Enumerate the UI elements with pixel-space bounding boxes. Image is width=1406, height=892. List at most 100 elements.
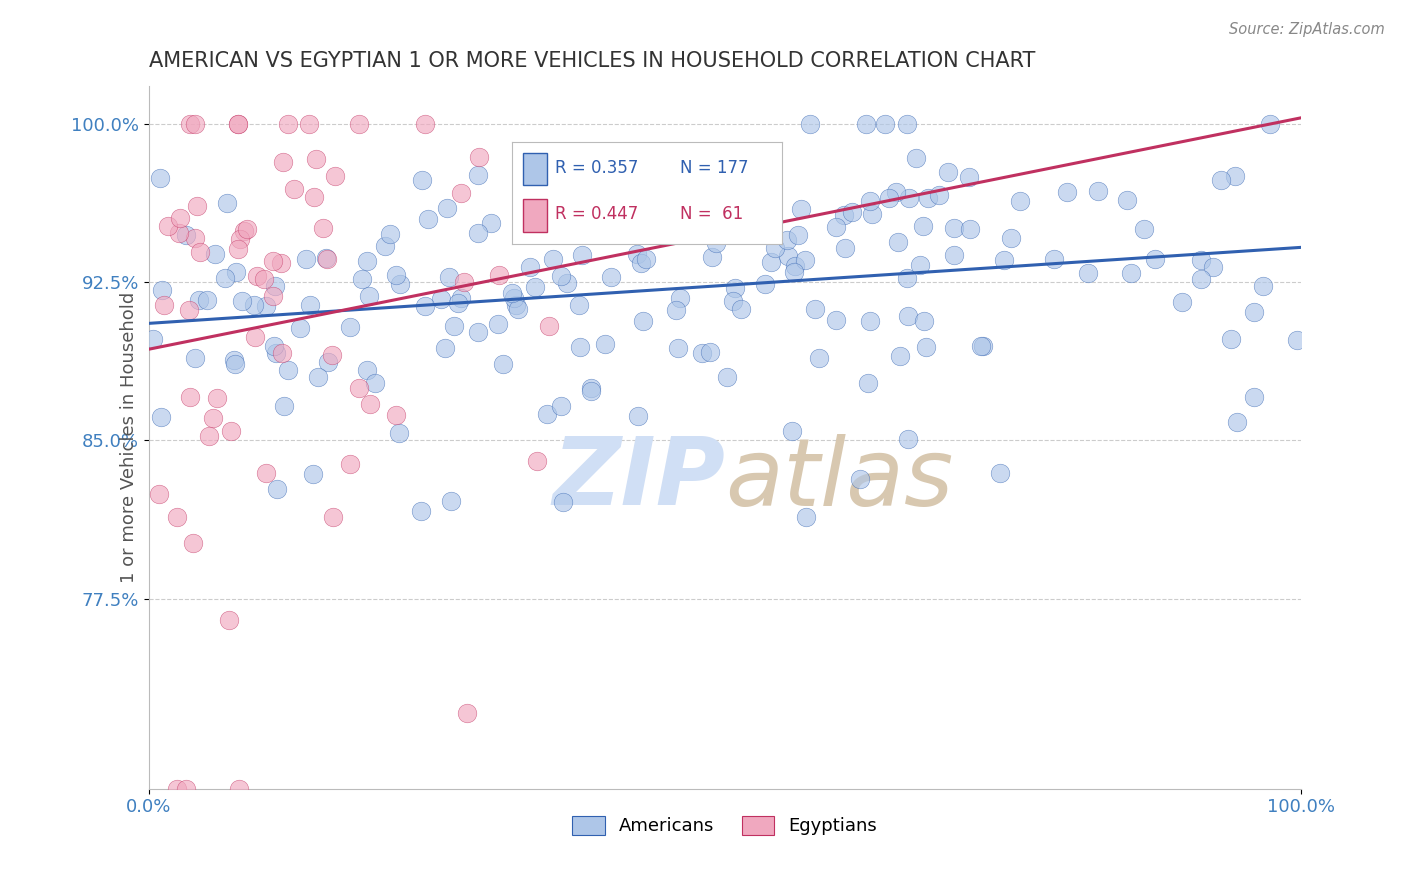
- Point: [385, 268, 408, 282]
- Point: [266, 482, 288, 496]
- Point: [783, 265, 806, 279]
- Point: [301, 467, 323, 482]
- Point: [685, 196, 707, 211]
- Point: [440, 494, 463, 508]
- Point: [1077, 266, 1099, 280]
- Point: [585, 210, 607, 224]
- Point: [856, 376, 879, 391]
- Point: [970, 339, 993, 353]
- Point: [217, 195, 239, 210]
- Y-axis label: 1 or more Vehicles in Household: 1 or more Vehicles in Household: [120, 292, 138, 583]
- Point: [723, 281, 745, 295]
- Point: [972, 339, 994, 353]
- Text: atlas: atlas: [725, 434, 953, 525]
- Point: [195, 293, 218, 308]
- Point: [339, 319, 361, 334]
- Point: [593, 336, 616, 351]
- Point: [908, 258, 931, 272]
- Point: [364, 376, 387, 391]
- Point: [219, 424, 242, 438]
- Point: [716, 370, 738, 384]
- Point: [631, 314, 654, 328]
- Point: [502, 291, 524, 305]
- Point: [550, 268, 572, 283]
- Point: [443, 319, 465, 334]
- Point: [1116, 193, 1139, 207]
- Point: [409, 504, 432, 518]
- Point: [550, 399, 572, 413]
- Point: [263, 278, 285, 293]
- Point: [273, 399, 295, 413]
- Point: [568, 298, 591, 312]
- Point: [889, 349, 911, 363]
- Point: [467, 227, 489, 241]
- Point: [630, 256, 652, 270]
- Point: [298, 297, 321, 311]
- Point: [179, 302, 201, 317]
- Point: [562, 157, 585, 171]
- Point: [437, 270, 460, 285]
- Point: [512, 167, 534, 181]
- Point: [277, 363, 299, 377]
- Point: [690, 346, 713, 360]
- Point: [166, 781, 188, 796]
- Point: [339, 457, 361, 471]
- Point: [904, 151, 927, 165]
- Point: [323, 169, 346, 183]
- Point: [1000, 231, 1022, 245]
- Point: [519, 260, 541, 275]
- Point: [794, 252, 817, 267]
- Point: [479, 216, 502, 230]
- Point: [283, 182, 305, 196]
- Point: [1132, 221, 1154, 235]
- Point: [307, 369, 329, 384]
- Point: [179, 390, 201, 404]
- Point: [884, 186, 907, 200]
- Point: [416, 212, 439, 227]
- Point: [186, 199, 208, 213]
- Point: [167, 226, 190, 240]
- Point: [849, 472, 872, 486]
- Point: [224, 357, 246, 371]
- Point: [526, 181, 548, 195]
- Point: [825, 219, 848, 234]
- Point: [233, 224, 256, 238]
- Point: [873, 117, 896, 131]
- Point: [1251, 278, 1274, 293]
- Point: [214, 270, 236, 285]
- Legend: Americans, Egyptians: Americans, Egyptians: [565, 809, 884, 843]
- Point: [1285, 334, 1308, 348]
- Point: [231, 294, 253, 309]
- Point: [305, 153, 328, 167]
- Point: [1189, 253, 1212, 268]
- Point: [938, 165, 960, 179]
- Point: [754, 277, 776, 291]
- Point: [456, 706, 478, 721]
- Point: [897, 310, 920, 324]
- Point: [243, 330, 266, 344]
- Point: [153, 298, 176, 312]
- Point: [794, 510, 817, 524]
- Point: [415, 300, 437, 314]
- Point: [896, 432, 918, 446]
- Point: [599, 270, 621, 285]
- Point: [302, 190, 325, 204]
- Point: [226, 242, 249, 256]
- Point: [270, 345, 292, 359]
- Point: [524, 280, 547, 294]
- Point: [898, 191, 921, 205]
- Point: [184, 351, 207, 365]
- Point: [263, 339, 285, 353]
- Point: [506, 302, 529, 317]
- Point: [704, 235, 727, 250]
- Point: [225, 265, 247, 279]
- Point: [492, 357, 515, 371]
- Point: [603, 153, 626, 168]
- Point: [877, 191, 900, 205]
- Point: [928, 188, 950, 202]
- Point: [277, 117, 299, 131]
- Point: [156, 219, 179, 233]
- Point: [202, 410, 225, 425]
- Point: [447, 296, 470, 310]
- Point: [915, 340, 938, 354]
